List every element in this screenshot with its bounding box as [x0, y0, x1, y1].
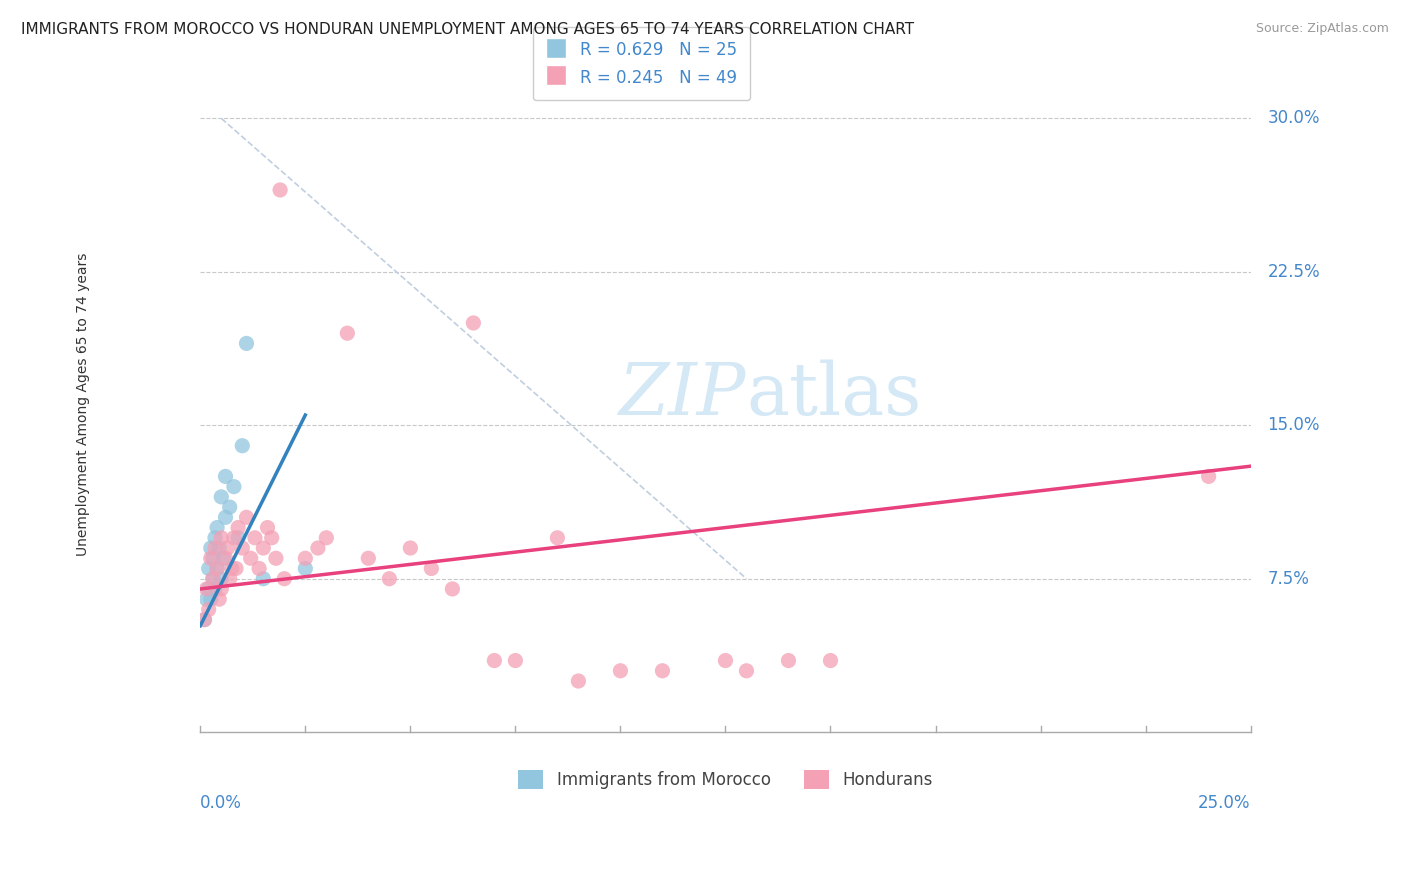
Point [205, 561, 228, 575]
Point [252, 541, 274, 555]
Text: 7.5%: 7.5% [1267, 570, 1309, 588]
Point [714, 654, 737, 668]
Point [226, 520, 249, 534]
Point [252, 572, 274, 586]
Point [399, 541, 422, 555]
Point [463, 316, 485, 330]
Point [226, 531, 249, 545]
Point [294, 561, 316, 575]
Text: 25.0%: 25.0% [1198, 794, 1251, 812]
Point [221, 561, 243, 575]
Point [294, 551, 316, 566]
Point [209, 572, 232, 586]
Legend: Immigrants from Morocco, Hondurans: Immigrants from Morocco, Hondurans [512, 764, 939, 796]
Point [193, 613, 215, 627]
Point [651, 664, 673, 678]
Point [264, 551, 287, 566]
Point [195, 592, 218, 607]
Text: 0.0%: 0.0% [200, 794, 242, 812]
Point [735, 664, 758, 678]
Text: Source: ZipAtlas.com: Source: ZipAtlas.com [1256, 22, 1389, 36]
Point [609, 664, 631, 678]
Point [214, 469, 236, 483]
Point [441, 582, 464, 596]
Point [204, 582, 226, 596]
Point [336, 326, 359, 341]
Point [208, 592, 231, 607]
Text: ZIP: ZIP [619, 359, 747, 430]
Point [378, 572, 401, 586]
Point [200, 541, 222, 555]
Point [243, 531, 266, 545]
Point [546, 531, 568, 545]
Point [200, 592, 222, 607]
Point [820, 654, 842, 668]
Point [222, 531, 245, 545]
Point [201, 572, 224, 586]
Text: IMMIGRANTS FROM MOROCCO VS HONDURAN UNEMPLOYMENT AMONG AGES 65 TO 74 YEARS CORRE: IMMIGRANTS FROM MOROCCO VS HONDURAN UNEM… [21, 22, 914, 37]
Point [420, 561, 443, 575]
Point [231, 541, 253, 555]
Point [212, 551, 235, 566]
Point [204, 541, 226, 555]
Point [505, 654, 527, 668]
Point [193, 613, 215, 627]
Point [778, 654, 800, 668]
Point [214, 551, 236, 566]
Point [195, 582, 218, 596]
Text: atlas: atlas [747, 359, 922, 430]
Point [197, 602, 219, 616]
Point [235, 510, 257, 524]
Text: Unemployment Among Ages 65 to 74 years: Unemployment Among Ages 65 to 74 years [76, 253, 90, 557]
Point [208, 541, 231, 555]
Point [225, 561, 247, 575]
Point [197, 561, 219, 575]
Point [260, 531, 283, 545]
Point [201, 551, 224, 566]
Text: 30.0%: 30.0% [1267, 110, 1320, 128]
Point [307, 541, 329, 555]
Point [231, 439, 253, 453]
Point [218, 500, 240, 515]
Point [484, 654, 506, 668]
Point [218, 572, 240, 586]
Text: 15.0%: 15.0% [1267, 417, 1320, 434]
Point [1198, 469, 1220, 483]
Point [247, 561, 270, 575]
Point [273, 572, 295, 586]
Point [214, 510, 236, 524]
Point [239, 551, 262, 566]
Point [217, 541, 239, 555]
Point [269, 183, 291, 197]
Point [205, 520, 228, 534]
Point [315, 531, 337, 545]
Text: 22.5%: 22.5% [1267, 263, 1320, 281]
Point [200, 551, 222, 566]
Point [357, 551, 380, 566]
Point [209, 490, 232, 504]
Point [209, 582, 232, 596]
Point [201, 572, 224, 586]
Point [204, 531, 226, 545]
Point [235, 336, 257, 351]
Point [197, 582, 219, 596]
Point [205, 561, 228, 575]
Point [567, 673, 589, 688]
Point [222, 480, 245, 494]
Point [209, 531, 232, 545]
Point [256, 520, 278, 534]
